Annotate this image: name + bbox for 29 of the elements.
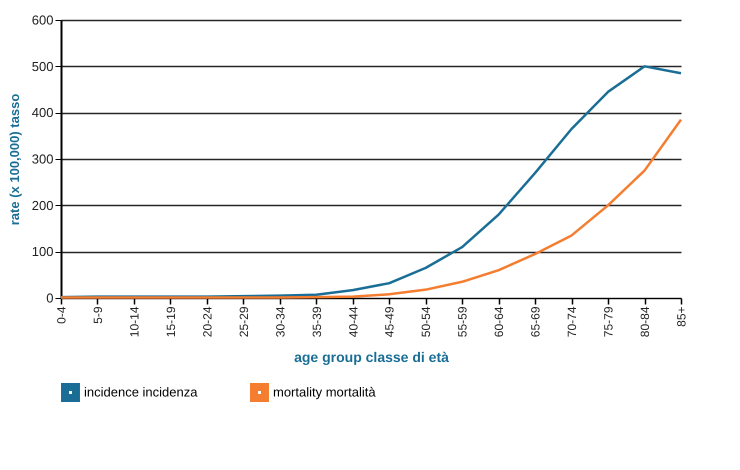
y-tick-label: 500: [32, 58, 54, 74]
y-tick-label: 0: [46, 290, 54, 306]
x-axis-title: age group classe di età: [294, 349, 450, 366]
x-tick-label: 50-54: [419, 306, 434, 338]
x-tick-label: 45-49: [382, 306, 397, 338]
x-tick-label: 5-9: [90, 306, 105, 324]
x-tick-label: 10-14: [127, 306, 142, 338]
x-tick-label: 30-34: [273, 306, 288, 338]
y-tick-label: 400: [32, 105, 54, 120]
x-tick-label: 20-24: [200, 306, 214, 338]
x-tick-label: 60-64: [492, 306, 506, 338]
x-tick-label: 85+: [674, 306, 688, 327]
x-tick-label: 70-74: [565, 306, 580, 338]
x-tick-label: 25-29: [236, 306, 251, 338]
x-tick-label: 35-39: [310, 306, 324, 338]
y-tick-label: 100: [32, 244, 54, 260]
legend-label: incidence incidenza: [84, 384, 198, 400]
x-tick-label: 0-4: [54, 306, 68, 324]
legend-label: mortality mortalità: [273, 384, 376, 400]
y-tick-label: 300: [32, 152, 54, 166]
y-tick-label: 600: [32, 12, 54, 28]
y-axis-title: rate (x 100,000) tasso: [6, 94, 22, 226]
x-tick-label: 80-84: [638, 306, 652, 338]
x-tick-label: 65-69: [528, 306, 543, 338]
x-tick-label: 15-19: [164, 306, 178, 338]
x-tick-label: 55-59: [456, 306, 470, 338]
x-tick-label: 40-44: [346, 306, 360, 338]
x-tick-label: 75-79: [602, 306, 616, 338]
y-tick-label: 200: [32, 198, 54, 213]
